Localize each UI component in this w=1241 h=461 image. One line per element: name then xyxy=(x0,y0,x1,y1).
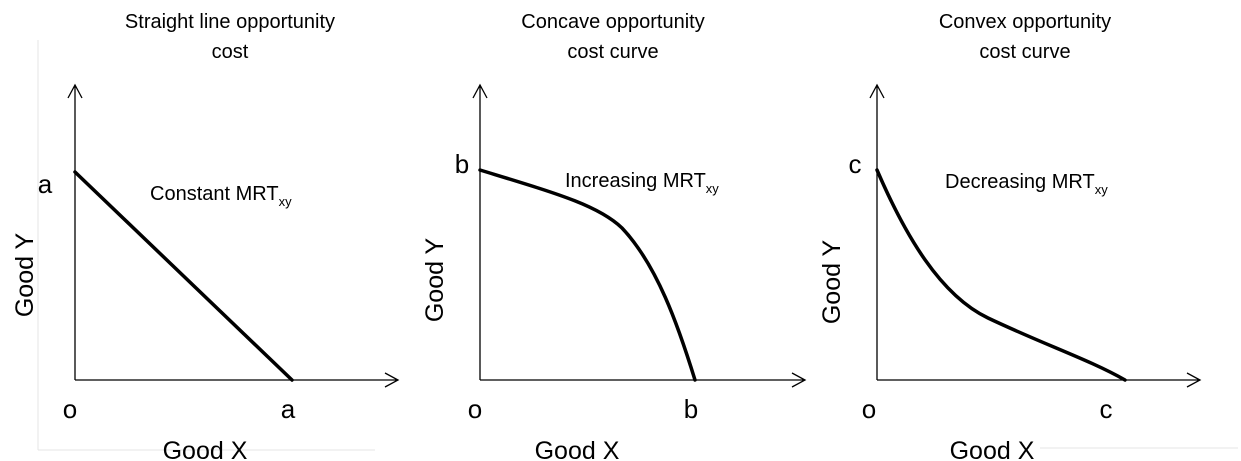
axes xyxy=(472,83,807,388)
axes xyxy=(869,83,1202,388)
origin: o xyxy=(862,394,876,424)
annotation-text: Decreasing MRT xyxy=(945,171,1095,193)
y-intercept: b xyxy=(455,149,469,179)
ppf-curve xyxy=(478,168,697,382)
y-axis-label: Good Y xyxy=(818,240,846,325)
x-intercept: b xyxy=(684,394,698,424)
annotation-subscript: xy xyxy=(1095,182,1109,197)
panel: Concave opportunity cost curve Increasin… xyxy=(421,11,807,461)
x-axis-label: Good X xyxy=(163,437,248,461)
panel-title: cost xyxy=(212,41,249,63)
y-intercept: c xyxy=(849,149,862,179)
panel-title: Straight line opportunity xyxy=(125,11,335,33)
panel-title: cost curve xyxy=(567,41,658,63)
annotation-subscript: xy xyxy=(706,181,720,196)
panel-title: cost curve xyxy=(979,41,1070,63)
x-axis-label: Good X xyxy=(950,437,1035,461)
ppf-line xyxy=(73,170,294,382)
origin: o xyxy=(468,394,482,424)
annotation: Decreasing MRTxy xyxy=(945,171,1108,197)
panel: Straight line opportunity cost Constant … xyxy=(11,11,400,461)
panel: Convex opportunity cost curve Decreasing… xyxy=(818,11,1202,461)
y-axis-label: Good Y xyxy=(421,238,449,323)
origin: o xyxy=(63,394,77,424)
x-intercept: c xyxy=(1100,394,1113,424)
panel-title: Concave opportunity xyxy=(521,11,704,33)
y-axis-label: Good Y xyxy=(11,233,39,318)
annotation: Increasing MRTxy xyxy=(565,170,719,196)
x-axis-label: Good X xyxy=(535,437,620,461)
panel-title: Convex opportunity xyxy=(939,11,1111,33)
annotation-text: Increasing MRT xyxy=(565,170,706,192)
axes xyxy=(67,83,400,388)
y-intercept: a xyxy=(38,169,53,199)
ppf-curve xyxy=(875,168,1127,382)
annotation: Constant MRTxy xyxy=(150,183,292,209)
annotation-text: Constant MRT xyxy=(150,183,279,205)
annotation-subscript: xy xyxy=(279,194,293,209)
x-intercept: a xyxy=(281,394,296,424)
